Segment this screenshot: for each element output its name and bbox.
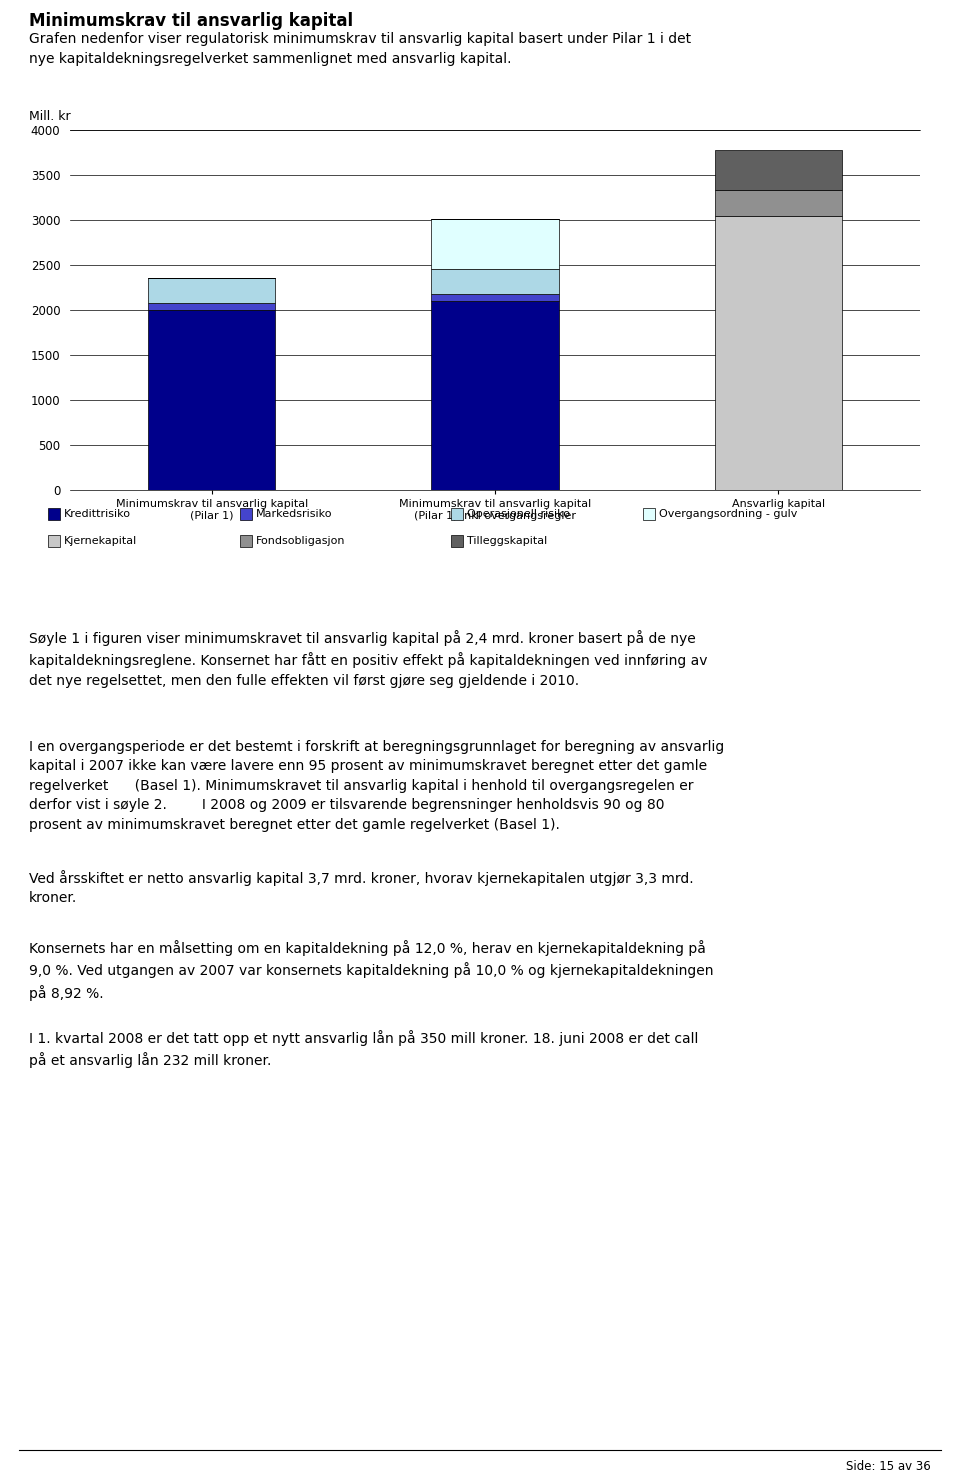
Text: Operasjonell risiko: Operasjonell risiko: [468, 509, 570, 520]
Text: Minimumskrav til ansvarlig kapital: Minimumskrav til ansvarlig kapital: [29, 12, 353, 29]
Text: Ved årsskiftet er netto ansvarlig kapital 3,7 mrd. kroner, hvorav kjernekapitale: Ved årsskiftet er netto ansvarlig kapita…: [29, 870, 693, 905]
Text: Markedsrisiko: Markedsrisiko: [256, 509, 332, 520]
Bar: [148, 311, 276, 490]
Bar: [714, 215, 842, 490]
Text: Kjernekapital: Kjernekapital: [64, 536, 137, 546]
Bar: [431, 268, 559, 294]
Text: Kredittrisiko: Kredittrisiko: [64, 509, 131, 520]
Text: Søyle 1 i figuren viser minimumskravet til ansvarlig kapital på 2,4 mrd. kroner : Søyle 1 i figuren viser minimumskravet t…: [29, 630, 708, 687]
Text: Konsernets har en målsetting om en kapitaldekning på 12,0 %, herav en kjernekapi: Konsernets har en målsetting om en kapit…: [29, 941, 713, 1001]
Bar: [714, 150, 842, 190]
Text: I en overgangsperiode er det bestemt i forskrift at beregningsgrunnlaget for ber: I en overgangsperiode er det bestemt i f…: [29, 740, 724, 832]
Text: Overgangsordning - gulv: Overgangsordning - gulv: [660, 509, 798, 520]
Bar: [714, 190, 842, 215]
Text: Fondsobligasjon: Fondsobligasjon: [256, 536, 346, 546]
Bar: [148, 278, 276, 303]
Text: I 1. kvartal 2008 er det tatt opp et nytt ansvarlig lån på 350 mill kroner. 18. : I 1. kvartal 2008 er det tatt opp et nyt…: [29, 1030, 698, 1069]
Bar: [431, 219, 559, 268]
Text: Side: 15 av 36: Side: 15 av 36: [847, 1460, 931, 1472]
Bar: [431, 294, 559, 300]
Bar: [148, 303, 276, 311]
Text: Mill. kr: Mill. kr: [29, 110, 70, 124]
Text: Grafen nedenfor viser regulatorisk minimumskrav til ansvarlig kapital basert und: Grafen nedenfor viser regulatorisk minim…: [29, 32, 691, 65]
Bar: [431, 300, 559, 490]
Text: Tilleggskapital: Tilleggskapital: [468, 536, 547, 546]
